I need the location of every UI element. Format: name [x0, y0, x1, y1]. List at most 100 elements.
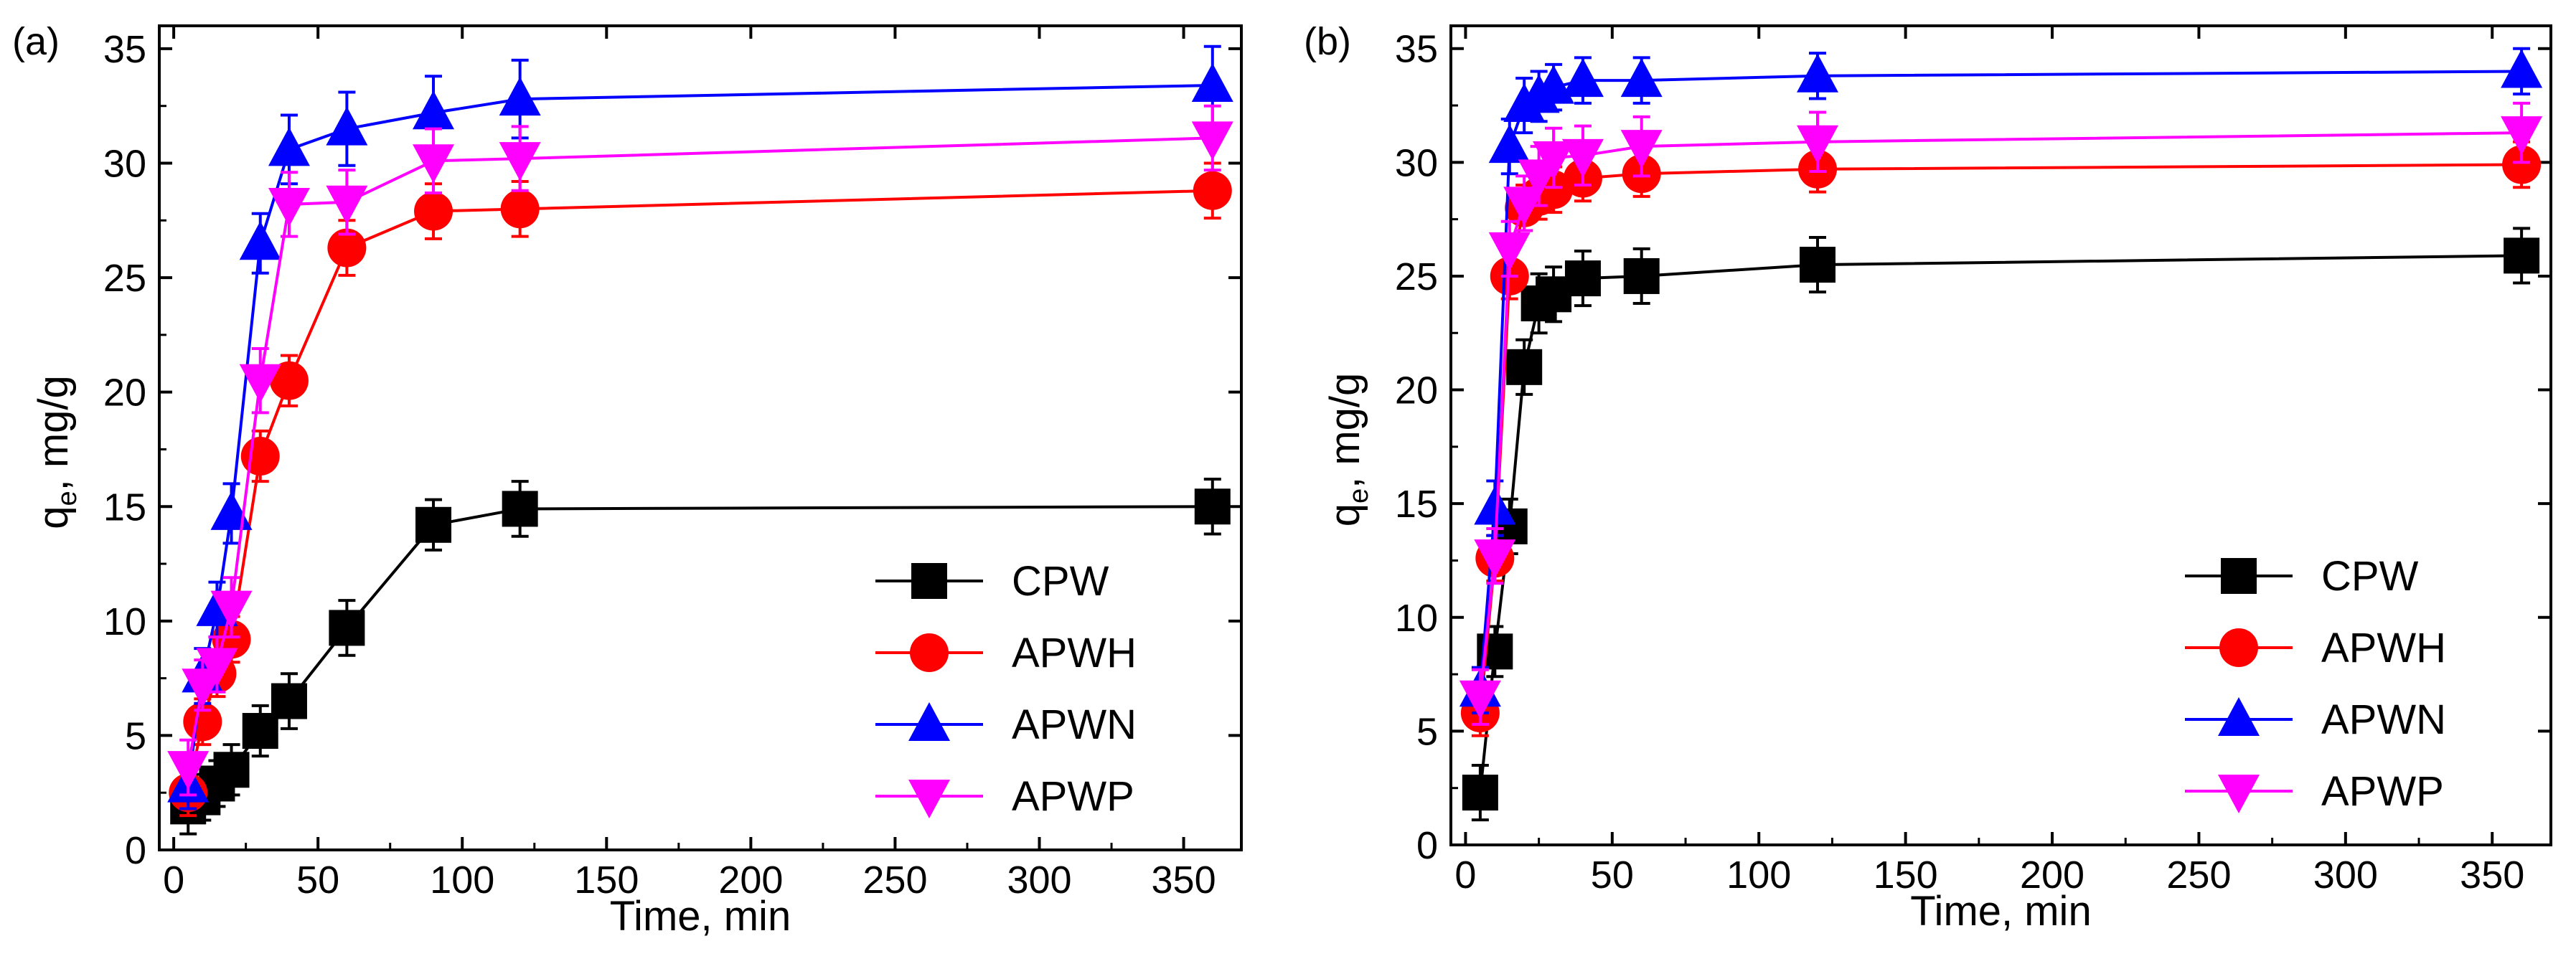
chart-1-legend-marker-apwp — [2218, 775, 2260, 813]
chart-1-data-point-apwn — [1474, 486, 1516, 525]
chart-0-x-tick-label: 300 — [1007, 859, 1071, 902]
chart-0-legend-marker-apwn — [908, 702, 950, 741]
chart-0-y-axis-title-sub: e — [52, 491, 83, 506]
panel-a: 0 50 100 150 200 250 300 350 0 5 10 15 20 25 30 35 Time,… — [12, 20, 1243, 940]
chart-0-data-point-apwp — [196, 648, 238, 687]
chart-1-y-tick-label: 35 — [1395, 28, 1438, 71]
chart-0-data-point-apwp — [268, 187, 310, 227]
chart-1-data-point-apwn — [1488, 124, 1531, 164]
chart-0-data-point-apwn — [239, 221, 281, 260]
chart-0-panel-label: (a) — [12, 20, 60, 63]
chart-0-x-tick-label: 150 — [574, 859, 639, 902]
chart-1-legend-marker-apwh — [2219, 628, 2258, 667]
chart-0-data-point-apwp — [413, 144, 455, 184]
chart-1-legend-marker-apwn — [2218, 697, 2260, 736]
chart-0-legend-label-apwh: APWH — [1012, 630, 1137, 676]
chart-0-data-point-apwh — [500, 189, 540, 229]
chart-0-data-point-apwp — [326, 185, 368, 224]
chart-0-data-point-cpw — [213, 752, 250, 788]
chart-1-data-point-apwn — [1797, 53, 1838, 93]
chart-0-x-tick-label: 0 — [163, 859, 184, 902]
chart-1-data-point-apwp — [1503, 186, 1546, 226]
chart-1-x-tick-label: 200 — [2020, 854, 2084, 897]
chart-1-y-tick-label: 20 — [1395, 369, 1438, 412]
chart-1-data-point-apwp — [1797, 125, 1838, 164]
chart-0-y-tick-label: 35 — [103, 28, 146, 71]
chart-1-data-point-apwp — [2501, 116, 2543, 156]
chart-1-data-point-apwp — [1620, 130, 1663, 169]
chart-1-legend-label-apwn: APWN — [2321, 696, 2446, 743]
chart-0-data-point-cpw — [415, 506, 452, 543]
chart-1-x-tick-label: 250 — [2166, 854, 2231, 897]
chart-0-data-point-apwh — [269, 361, 309, 400]
chart-0-data-point-cpw — [329, 610, 365, 646]
chart-0-y-axis-title-tail: , mg/g — [30, 375, 77, 491]
chart-0-legend-marker-apwh — [910, 633, 949, 672]
chart-1-data-point-apwp — [1488, 232, 1531, 271]
chart-1-data-point-cpw — [1564, 260, 1601, 297]
chart-0-y-tick-label: 30 — [103, 143, 146, 186]
chart-0-legend-marker-cpw — [911, 563, 947, 599]
chart-1-y-tick-label: 5 — [1416, 710, 1438, 753]
chart-0-legend-marker-apwp — [908, 780, 950, 818]
chart-1-y-tick-label: 25 — [1395, 255, 1438, 298]
chart-1-y-axis-title: qe, mg/g — [1322, 373, 1374, 527]
chart-0-y-axis-title-main: q — [30, 506, 77, 529]
chart-1-panel-label: (b) — [1304, 20, 1351, 63]
chart-0-legend-label-apwn: APWN — [1012, 701, 1137, 748]
chart-1-x-tick-label: 300 — [2313, 854, 2378, 897]
chart-0-data-point-cpw — [1194, 488, 1231, 525]
chart-0-legend-label-apwp: APWP — [1012, 773, 1134, 820]
chart-1-x-tick-label: 0 — [1454, 854, 1476, 897]
chart-0-x-tick-label: 250 — [862, 859, 927, 902]
chart-0-y-axis-title: qe, mg/g — [30, 375, 83, 529]
chart-1-y-tick-label: 10 — [1395, 597, 1438, 640]
chart-1-x-tick-label: 150 — [1874, 854, 1938, 897]
chart-1-y-tick-label: 30 — [1395, 141, 1438, 184]
chart-1-x-axis-title: Time, min — [1910, 888, 2091, 935]
chart-1-x-tick-label: 50 — [1591, 854, 1634, 897]
chart-0-data-point-cpw — [502, 491, 538, 527]
chart-0-data-point-apwp — [167, 751, 210, 790]
chart-0-series-apwp — [167, 104, 1233, 797]
chart-0-data-point-apwp — [1191, 121, 1233, 161]
chart-0-data-point-apwp — [210, 590, 253, 630]
chart-0-data-point-apwn — [1191, 62, 1233, 102]
chart-1-data-point-cpw — [1623, 257, 1660, 294]
chart-0-y-tick-label: 20 — [103, 372, 146, 415]
chart-1-data-point-cpw — [1506, 349, 1543, 385]
chart-0-x-tick-label: 350 — [1152, 859, 1216, 902]
chart-1-legend-label-cpw: CPW — [2321, 553, 2419, 600]
chart-1-data-point-apwh — [2502, 145, 2542, 184]
chart-0-y-tick-label: 15 — [103, 486, 146, 529]
chart-0-plot-frame — [158, 24, 1243, 851]
chart-0-data-point-apwn — [413, 90, 455, 130]
chart-0-data-point-apwh — [183, 702, 222, 742]
chart-0-y-tick-label: 25 — [103, 257, 146, 300]
chart-1-legend-label-apwp: APWP — [2321, 768, 2444, 815]
chart-0-data-point-apwp — [239, 364, 281, 403]
chart-1-y-axis-title-sub: e — [1344, 488, 1374, 504]
chart-1-data-point-apwp — [1561, 138, 1604, 178]
chart-1-series-apwp — [1459, 101, 2543, 726]
chart-0-data-point-apwn — [268, 127, 310, 166]
panel-b: 0 50 100 150 200 250 300 350 0 5 10 15 20 25 30 35 Time,… — [1304, 20, 2552, 935]
chart-1-x-tick-label: 350 — [2460, 854, 2524, 897]
chart-1-y-axis-title-tail: , mg/g — [1322, 373, 1368, 488]
chart-0-data-point-apwn — [499, 77, 541, 116]
chart-1-legend-label-apwh: APWH — [2321, 625, 2446, 671]
chart-1-data-point-cpw — [1462, 775, 1498, 811]
chart-1-y-axis-title-main: q — [1322, 504, 1368, 526]
chart-0-data-point-cpw — [271, 683, 307, 719]
chart-0-data-point-apwh — [1193, 171, 1232, 210]
chart-0-x-tick-label: 50 — [296, 859, 339, 902]
chart-0-data-point-apwh — [240, 437, 280, 476]
chart-0-y-tick-label: 5 — [125, 714, 146, 757]
chart-0-x-tick-label: 100 — [430, 859, 494, 902]
chart-1-data-point-apwn — [1620, 58, 1663, 98]
chart-1-y-tick-label: 15 — [1395, 483, 1438, 526]
chart-1-data-point-apwn — [2501, 49, 2543, 88]
chart-1-series-line-apwp — [1478, 131, 2522, 698]
chart-1-data-point-apwn — [1561, 58, 1604, 98]
